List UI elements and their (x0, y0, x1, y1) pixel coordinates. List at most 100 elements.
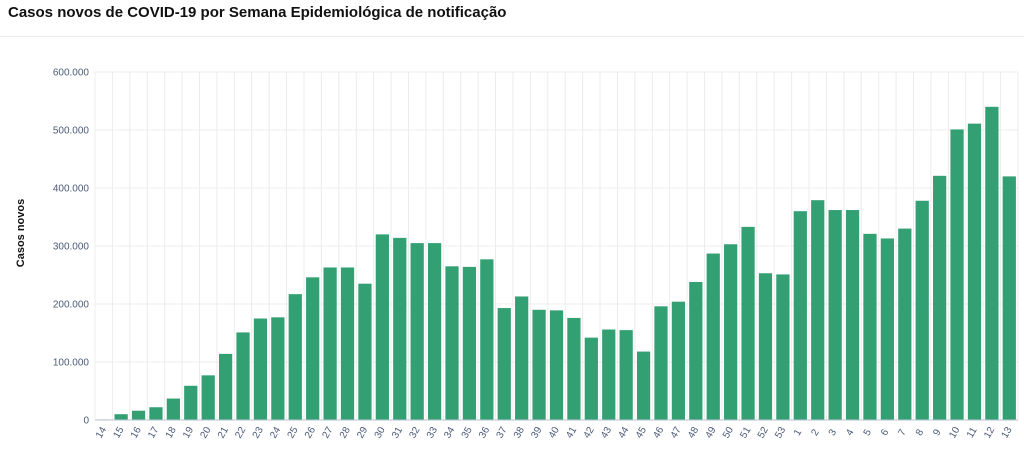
bar[interactable] (515, 296, 529, 420)
x-tick-label: 34 (442, 425, 457, 441)
x-tick-label: 4 (844, 427, 857, 438)
x-tick-label: 11 (965, 425, 980, 440)
y-axis-label: Casos novos (15, 199, 27, 267)
bar[interactable] (793, 211, 807, 420)
x-tick-label: 38 (512, 425, 527, 441)
x-tick-label: 22 (233, 425, 248, 441)
bar[interactable] (393, 237, 407, 420)
bar[interactable] (532, 309, 546, 420)
bar[interactable] (898, 228, 912, 420)
bar[interactable] (602, 329, 616, 420)
bar[interactable] (724, 244, 738, 420)
x-tick-label: 30 (373, 425, 388, 441)
x-tick-label: 7 (896, 427, 909, 438)
y-tick-label: 200.000 (53, 300, 90, 311)
y-tick-label: 600.000 (53, 68, 90, 79)
bar[interactable] (933, 175, 947, 420)
bar[interactable] (271, 317, 285, 420)
bar[interactable] (863, 233, 877, 420)
x-tick-label: 33 (425, 425, 440, 441)
header-divider (0, 36, 1024, 37)
bar[interactable] (445, 266, 459, 420)
bar[interactable] (218, 353, 233, 420)
x-tick-label: 36 (477, 425, 492, 441)
bar[interactable] (306, 277, 320, 420)
bar[interactable] (462, 266, 477, 420)
bar[interactable] (253, 318, 268, 421)
x-tick-label: 20 (198, 425, 213, 441)
bar[interactable] (828, 210, 842, 420)
bar[interactable] (654, 306, 668, 420)
bar[interactable] (340, 267, 355, 420)
x-tick-label: 47 (669, 425, 684, 441)
x-tick-label: 15 (111, 425, 126, 441)
x-tick-label: 31 (390, 425, 405, 441)
bar[interactable] (497, 308, 511, 420)
x-tick-label: 29 (355, 425, 370, 441)
bar[interactable] (201, 375, 215, 420)
x-tick-label: 27 (320, 425, 335, 441)
bar[interactable] (288, 294, 302, 420)
x-tick-label: 2 (809, 427, 822, 438)
x-tick-label: 37 (495, 425, 510, 441)
x-tick-label: 51 (738, 425, 753, 441)
x-tick-label: 6 (879, 427, 892, 438)
x-tick-label: 21 (216, 425, 231, 441)
bar[interactable] (375, 234, 389, 420)
x-tick-label: 9 (931, 427, 944, 438)
bar[interactable] (358, 283, 372, 420)
x-tick-label: 8 (914, 427, 927, 438)
bar[interactable] (985, 106, 999, 421)
x-tick-label: 52 (756, 425, 771, 441)
bar[interactable] (671, 301, 686, 420)
x-tick-label: 50 (721, 425, 736, 441)
bar[interactable] (619, 330, 633, 420)
x-tick-label: 46 (651, 425, 666, 441)
bar[interactable] (184, 385, 198, 420)
bar[interactable] (410, 243, 424, 420)
chart-title: Casos novos de COVID-19 por Semana Epide… (8, 4, 507, 21)
x-tick-label: 1 (792, 427, 805, 438)
bar[interactable] (689, 281, 703, 420)
bar[interactable] (636, 351, 651, 420)
bar[interactable] (845, 210, 860, 420)
bar[interactable] (776, 274, 790, 420)
x-tick-label: 43 (599, 425, 614, 441)
x-tick-label: 35 (460, 425, 475, 441)
bar[interactable] (967, 123, 982, 421)
x-tick-label: 41 (564, 425, 579, 441)
y-tick-label: 100.000 (53, 358, 90, 369)
bar[interactable] (549, 310, 564, 420)
bar[interactable] (149, 407, 163, 420)
x-tick-label: 45 (634, 425, 649, 441)
x-tick-label: 24 (268, 425, 283, 441)
y-tick-label: 300.000 (53, 242, 90, 253)
bar[interactable] (741, 226, 755, 420)
bar[interactable] (131, 410, 146, 420)
bar[interactable] (915, 200, 929, 420)
y-tick-label: 500.000 (53, 126, 90, 137)
bar[interactable] (236, 332, 250, 420)
x-tick-label: 16 (129, 425, 144, 441)
bar[interactable] (323, 267, 337, 420)
x-tick-label: 19 (181, 425, 196, 441)
bar[interactable] (584, 337, 598, 420)
bar[interactable] (706, 253, 720, 420)
x-tick-label: 17 (146, 425, 161, 441)
bar[interactable] (880, 238, 895, 420)
x-tick-label: 12 (982, 425, 997, 441)
bar[interactable] (1002, 176, 1016, 420)
bar[interactable] (811, 200, 825, 420)
bar[interactable] (166, 398, 180, 420)
bar[interactable] (427, 243, 442, 420)
x-tick-label: 53 (773, 425, 788, 441)
bar[interactable] (567, 317, 581, 420)
bar[interactable] (758, 273, 773, 420)
y-tick-label: 400.000 (53, 184, 90, 195)
bar[interactable] (480, 259, 494, 420)
bar[interactable] (950, 129, 964, 421)
x-tick-label: 40 (547, 425, 562, 441)
bar[interactable] (114, 414, 128, 420)
x-tick-label: 48 (686, 425, 701, 441)
